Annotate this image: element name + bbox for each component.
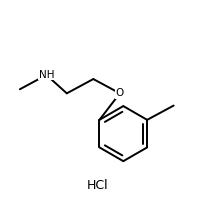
Text: O: O — [116, 88, 124, 98]
Text: HCl: HCl — [87, 179, 109, 192]
Text: NH: NH — [39, 70, 54, 80]
